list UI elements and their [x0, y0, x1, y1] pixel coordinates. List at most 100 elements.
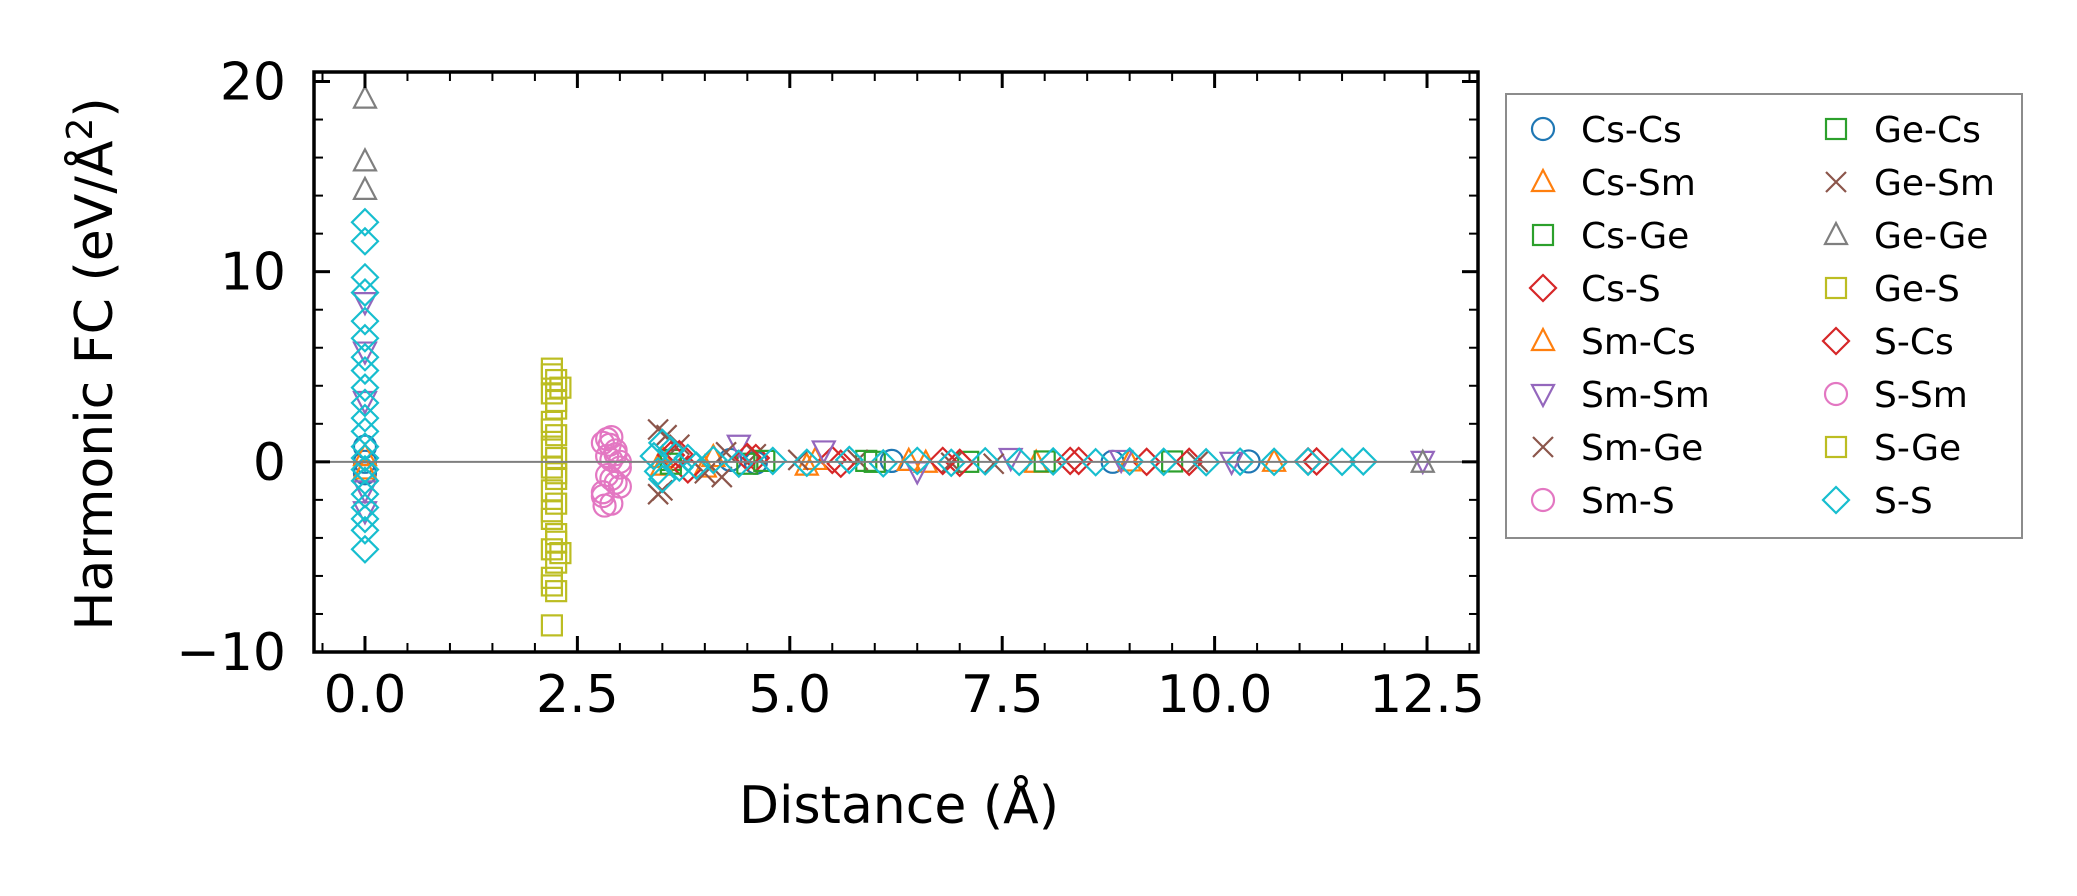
- data-point: [545, 424, 568, 447]
- legend-entry: S-S: [1821, 481, 1933, 522]
- data-point: [352, 455, 378, 480]
- data-point: [540, 418, 563, 441]
- y-axis-label: Harmonic FC (eV/Å2): [60, 97, 125, 630]
- legend-entry: Sm-Cs: [1530, 322, 1696, 363]
- legend-marker: [1824, 276, 1848, 300]
- data-point: [350, 207, 380, 237]
- data-point: [732, 442, 762, 472]
- data-point: [350, 388, 380, 418]
- data-point: [352, 147, 378, 172]
- plot-area-frame: [312, 70, 1480, 654]
- data-point: [350, 262, 380, 292]
- data-point: [352, 84, 378, 109]
- data-point: [1348, 446, 1378, 477]
- y-tick-label: 20: [220, 53, 286, 113]
- legend-entry: Ge-Ge: [1823, 216, 1988, 257]
- series-s-cs: [664, 439, 1332, 479]
- data-point: [715, 441, 737, 464]
- legend-label: Ge-Ge: [1874, 216, 1988, 257]
- legend-marker: [1821, 485, 1851, 515]
- data-point: [540, 538, 563, 561]
- legend-label: Sm-Ge: [1581, 428, 1703, 469]
- legend-entry: S-Cs: [1821, 322, 1954, 363]
- legend-label: Ge-Sm: [1874, 163, 1995, 204]
- data-point: [639, 441, 669, 471]
- data-point: [350, 323, 380, 353]
- data-point: [599, 466, 624, 492]
- series-s-sm: [590, 426, 632, 509]
- data-point: [982, 452, 1005, 475]
- legend-label: S-Ge: [1874, 428, 1961, 469]
- data-point: [592, 493, 617, 518]
- data-point: [545, 580, 568, 603]
- series-s-s: [350, 207, 1378, 564]
- data-point: [350, 226, 380, 256]
- data-point: [758, 446, 788, 476]
- legend-entry: S-Ge: [1824, 428, 1961, 469]
- legend-marker: [1823, 381, 1849, 407]
- x-axis-label: Distance (Å): [739, 774, 1059, 836]
- data-point: [352, 341, 378, 366]
- data-point: [352, 291, 378, 317]
- data-point: [997, 447, 1024, 473]
- axis-ticks: [314, 72, 1478, 654]
- data-point: [352, 390, 378, 416]
- data-point: [350, 403, 380, 433]
- data-point: [810, 440, 837, 465]
- legend-label: Cs-Sm: [1581, 163, 1696, 204]
- x-tick-label: 7.5: [961, 665, 1044, 725]
- data-point: [540, 363, 563, 386]
- legend-marker: [1824, 435, 1848, 459]
- data-point: [895, 446, 922, 471]
- data-point: [1004, 447, 1034, 477]
- data-point: [350, 443, 380, 473]
- data-point: [1191, 447, 1221, 477]
- data-point: [664, 452, 694, 483]
- y-axis-label-main: Harmonic FC (eV/Å: [63, 140, 125, 631]
- data-point: [1081, 447, 1111, 477]
- data-point: [607, 474, 632, 499]
- data-point: [599, 447, 624, 473]
- data-point: [549, 376, 572, 399]
- data-point: [970, 446, 1000, 476]
- legend-marker: [1530, 487, 1556, 513]
- data-point: [545, 462, 568, 485]
- legend-marker: [1532, 436, 1554, 458]
- legend-label: Ge-Cs: [1874, 110, 1981, 151]
- data-point: [647, 464, 677, 494]
- legend-marker: [1821, 326, 1851, 356]
- data-point: [868, 448, 898, 478]
- legend-entry: Ge-S: [1824, 269, 1960, 310]
- legend-entries: Cs-Cs Cs-Sm Cs-Ge Cs-S Sm-Cs Sm-Sm Sm-Ge Sm-S Ge…: [1528, 110, 1995, 522]
- y-tick-label: 0: [253, 433, 286, 493]
- legend-entry: Sm-Ge: [1532, 428, 1703, 469]
- data-point: [1327, 447, 1357, 477]
- data-point: [350, 492, 380, 523]
- data-point: [350, 373, 380, 403]
- data-point: [1038, 446, 1068, 477]
- data-point: [834, 445, 864, 475]
- data-point: [792, 448, 822, 478]
- data-point: [545, 389, 568, 413]
- x-tick-label: 12.5: [1369, 665, 1485, 725]
- data-point: [724, 449, 754, 479]
- legend-label: Sm-Cs: [1581, 322, 1696, 363]
- data-point: [350, 432, 380, 462]
- legend-marker: [1824, 117, 1848, 141]
- data-point: [936, 448, 966, 478]
- legend-label: Sm-Sm: [1581, 375, 1710, 416]
- data-point: [350, 278, 380, 308]
- data-point: [549, 542, 572, 565]
- data-point: [540, 456, 563, 479]
- x-tick-label: 2.5: [536, 665, 619, 725]
- x-tick-label: 5.0: [748, 665, 831, 725]
- x-tick-label: 0.0: [324, 665, 407, 725]
- legend-label: S-S: [1874, 481, 1933, 522]
- legend-entry: S-Sm: [1823, 375, 1968, 416]
- data-point: [1115, 446, 1145, 477]
- legend-entry: Sm-S: [1530, 481, 1675, 522]
- x-tick-label: 10.0: [1157, 665, 1273, 725]
- legend-entry: Cs-Sm: [1530, 163, 1696, 204]
- data-point: [545, 530, 568, 553]
- data-point: [350, 356, 380, 386]
